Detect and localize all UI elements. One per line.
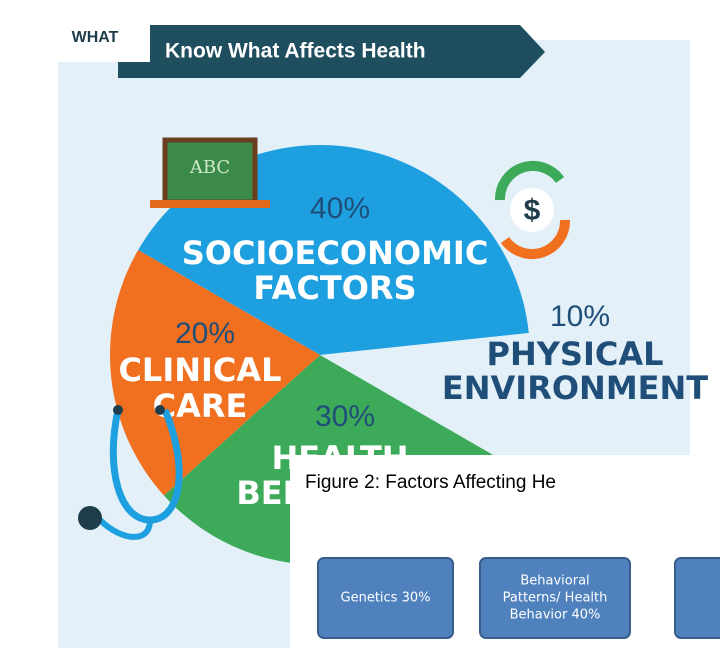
board-ledge [150,200,270,208]
segment-value: 10% [550,300,610,333]
title: Know What Affects Health [165,40,426,63]
arrow [500,219,571,260]
board-icon: ABC [150,137,270,208]
tag: WHAT [72,29,119,46]
title-banner [118,25,545,78]
box-text: Patterns/ Health [503,591,608,606]
board [162,137,258,205]
pie-slice [320,333,530,460]
overlay: Figure 2: Factors Affecting He Genetics … [290,455,720,648]
earpiece [113,405,123,415]
box-text: Genetics 30% [341,591,431,606]
segment-label: FACTORS [253,269,416,307]
box-text: Behavioral [520,574,589,589]
box-text: Behavior 40% [510,608,601,623]
dollar-icon: $ [494,160,571,260]
coin [510,188,554,232]
figure-caption: Figure 2: Factors Affecting He [305,472,556,493]
pie-slice [110,250,321,496]
stethoscope-icon [78,405,183,540]
tube [97,517,153,540]
tube [109,408,183,524]
figure-box [317,557,454,639]
arrow [494,160,565,201]
chestpiece [78,506,102,530]
segment-label: ENVIRONMENT [442,369,708,407]
segment-value: 20% [175,317,235,350]
segment-value: 30% [315,400,375,433]
segment-label: SOCIOECONOMIC [182,234,489,272]
tag-box [40,18,150,62]
earpiece [155,405,165,415]
figure-boxes: Genetics 30% Behavioral Patterns/ Health Be… [317,557,720,639]
figure-box [479,557,631,639]
segment-value: 40% [310,192,370,225]
figure-box [674,557,720,639]
board-text: ABC [189,157,230,178]
segment-label: PHYSICAL [487,335,664,373]
segment-label: CLINICAL [118,351,281,389]
dollar-sign: $ [524,194,541,227]
